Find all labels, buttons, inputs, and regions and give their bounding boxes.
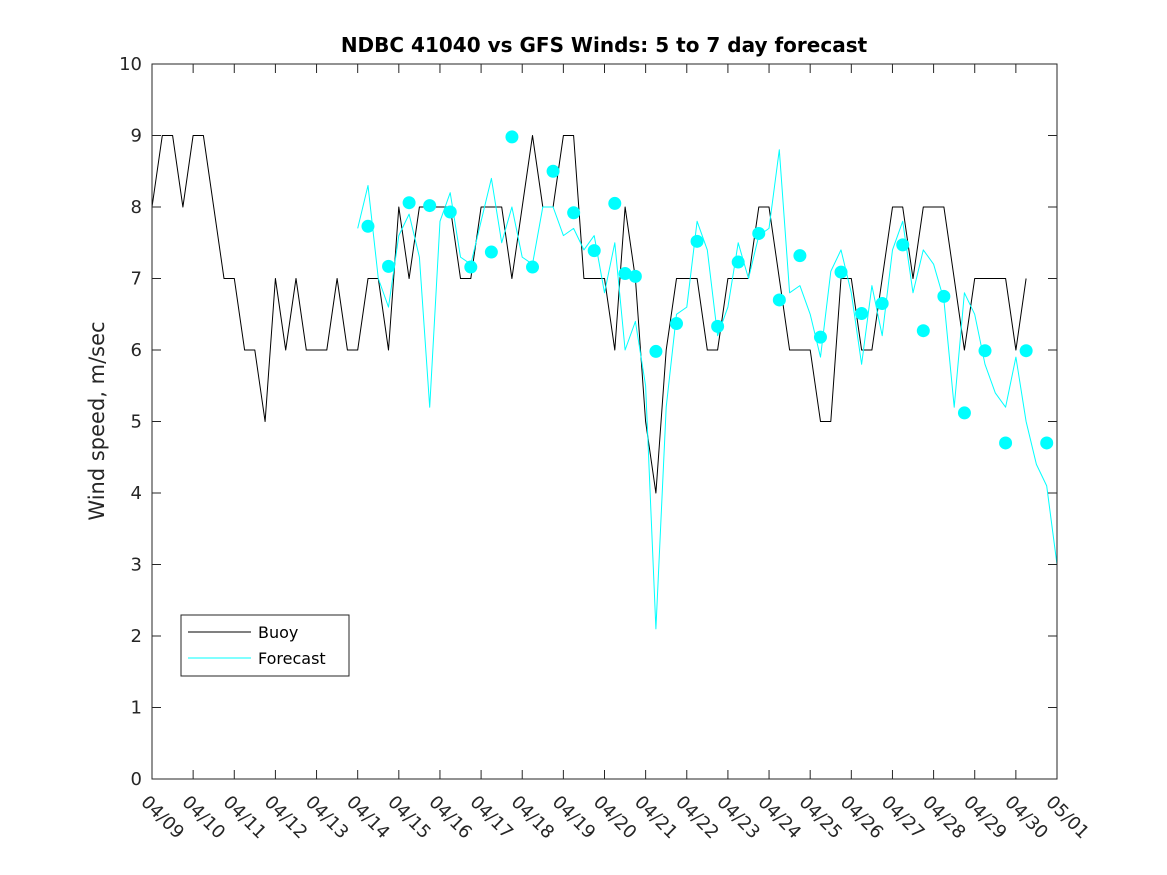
- forecast-marker: [711, 319, 725, 333]
- forecast-marker: [649, 344, 663, 358]
- y-tick-label: 9: [131, 126, 142, 147]
- legend-forecast-label: Forecast: [258, 649, 326, 668]
- forecast-marker: [526, 260, 540, 274]
- forecast-marker: [896, 238, 910, 252]
- forecast-marker: [916, 324, 930, 338]
- y-tick-label: 7: [131, 269, 142, 290]
- y-tick-label: 3: [131, 555, 142, 576]
- forecast-marker: [957, 406, 971, 420]
- forecast-marker: [484, 245, 498, 259]
- forecast-marker: [690, 234, 704, 248]
- forecast-marker: [1040, 436, 1054, 450]
- plot-area: 01234567891004/0904/1004/1104/1204/1304/…: [119, 54, 1093, 843]
- forecast-marker: [772, 293, 786, 307]
- forecast-marker: [999, 436, 1013, 450]
- forecast-marker: [382, 259, 396, 273]
- forecast-marker: [618, 266, 632, 280]
- y-tick-label: 8: [131, 197, 142, 218]
- forecast-marker: [464, 260, 478, 274]
- forecast-marker: [793, 249, 807, 263]
- series-forecast-line: [357, 149, 1057, 630]
- y-tick-label: 1: [131, 698, 142, 719]
- legend-box: [180, 614, 350, 677]
- forecast-marker: [855, 307, 869, 321]
- forecast-marker: [978, 344, 992, 358]
- forecast-marker: [361, 219, 375, 233]
- chart-title: NDBC 41040 vs GFS Winds: 5 to 7 day fore…: [341, 33, 868, 57]
- forecast-marker: [567, 206, 581, 220]
- y-tick-label: 4: [131, 483, 142, 504]
- y-tick-label: 10: [119, 54, 142, 75]
- forecast-marker: [834, 265, 848, 279]
- forecast-marker: [628, 269, 642, 283]
- forecast-marker: [669, 317, 683, 331]
- forecast-marker: [443, 205, 457, 219]
- y-tick-label: 0: [131, 769, 142, 790]
- forecast-marker: [402, 196, 416, 210]
- forecast-marker: [608, 196, 622, 210]
- forecast-marker: [587, 244, 601, 258]
- forecast-marker: [752, 226, 766, 240]
- forecast-marker: [813, 330, 827, 344]
- data-group: [152, 130, 1057, 630]
- legend-buoy-label: Buoy: [258, 623, 298, 642]
- y-axis-label: Wind speed, m/sec: [85, 321, 109, 520]
- legend: Buoy Forecast: [180, 614, 350, 677]
- series-buoy-line: [152, 135, 1027, 494]
- forecast-marker: [731, 255, 745, 269]
- forecast-marker: [423, 199, 437, 213]
- y-tick-label: 2: [131, 626, 142, 647]
- y-tick-label: 6: [131, 340, 142, 361]
- forecast-marker: [937, 289, 951, 303]
- y-tick-label: 5: [131, 412, 142, 433]
- forecast-marker: [546, 164, 560, 178]
- forecast-marker: [875, 297, 889, 311]
- forecast-marker: [505, 130, 519, 144]
- forecast-marker: [1019, 344, 1033, 358]
